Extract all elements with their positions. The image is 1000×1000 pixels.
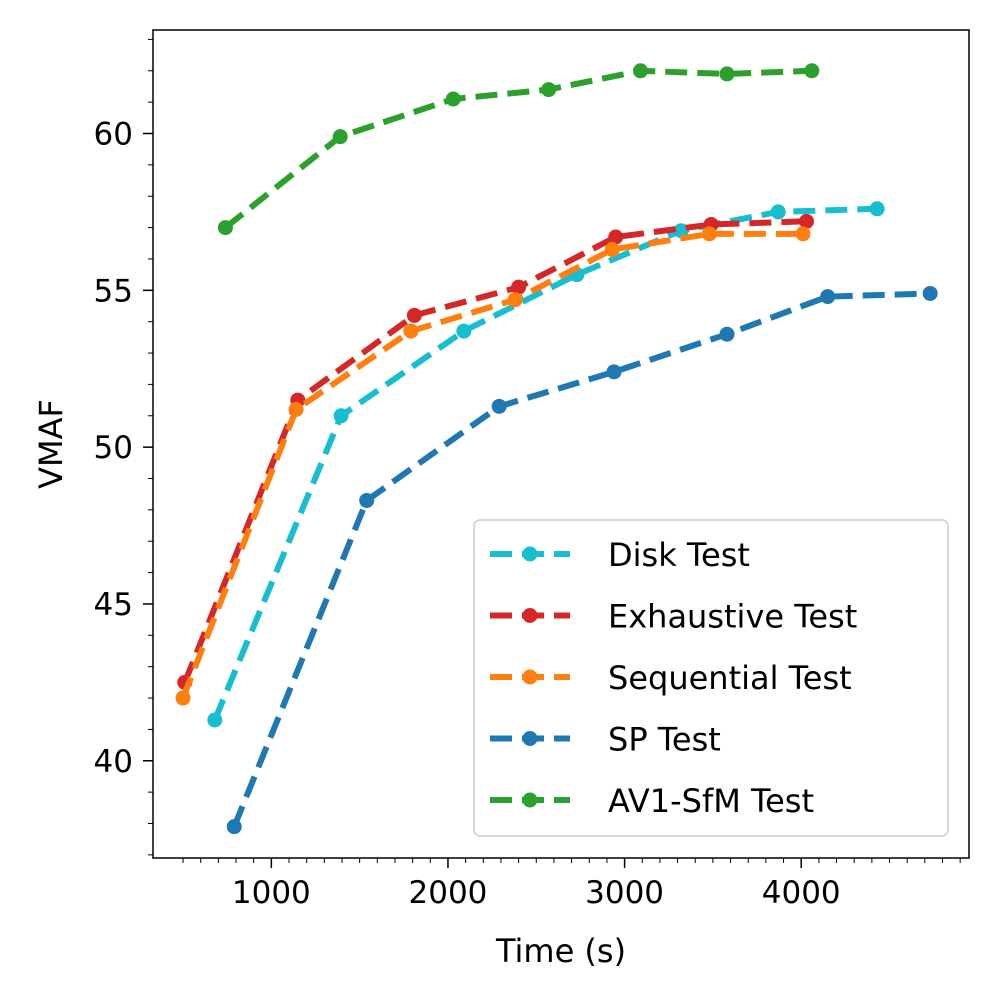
x-axis-label: Time (s) bbox=[495, 932, 626, 970]
data-point bbox=[820, 289, 836, 305]
legend-marker bbox=[522, 608, 538, 623]
data-point bbox=[359, 492, 375, 508]
data-point bbox=[869, 201, 885, 217]
data-point bbox=[604, 242, 620, 258]
data-point bbox=[701, 226, 717, 242]
x-tick-label: 3000 bbox=[585, 875, 664, 911]
data-point bbox=[226, 819, 242, 835]
data-point bbox=[333, 408, 349, 424]
data-point bbox=[175, 690, 191, 706]
legend-marker bbox=[522, 731, 538, 746]
legend-marker bbox=[522, 669, 538, 685]
series-sequential-test bbox=[175, 226, 811, 706]
legend-label: Sequential Test bbox=[608, 659, 852, 697]
legend-label: AV1-SfM Test bbox=[608, 782, 814, 820]
legend-entry: Exhaustive Test bbox=[490, 598, 857, 636]
data-point bbox=[804, 63, 820, 79]
data-point bbox=[608, 229, 624, 245]
data-point bbox=[541, 82, 557, 98]
legend-entry: AV1-SfM Test bbox=[490, 782, 814, 820]
data-point bbox=[922, 285, 938, 301]
series-disk-test bbox=[207, 201, 885, 728]
legend-label: Disk Test bbox=[608, 536, 750, 574]
y-tick-label: 55 bbox=[94, 273, 133, 309]
y-tick-label: 60 bbox=[94, 117, 133, 153]
series-layer bbox=[175, 63, 938, 835]
x-tick-label: 4000 bbox=[762, 875, 841, 911]
x-tick-label: 2000 bbox=[409, 875, 488, 911]
data-point bbox=[511, 279, 527, 295]
data-point bbox=[332, 129, 348, 145]
legend-entry: Disk Test bbox=[490, 536, 750, 574]
data-point bbox=[719, 326, 735, 342]
data-point bbox=[217, 220, 233, 236]
y-tick-label: 45 bbox=[94, 587, 133, 623]
x-tick-label: 1000 bbox=[232, 875, 311, 911]
data-point bbox=[491, 398, 507, 414]
data-point bbox=[207, 712, 223, 728]
series-av1-sfm-test bbox=[217, 63, 820, 236]
data-point bbox=[799, 213, 815, 229]
data-point bbox=[770, 204, 786, 220]
y-tick-label: 50 bbox=[94, 430, 133, 466]
legend-label: SP Test bbox=[608, 721, 721, 759]
legend: Disk Test Exhaustive Test Sequential Test S… bbox=[473, 519, 949, 837]
data-point bbox=[456, 323, 472, 339]
plot-frame bbox=[152, 29, 970, 859]
legend-entry: Sequential Test bbox=[490, 659, 852, 697]
series-sp-test bbox=[226, 285, 938, 835]
data-point bbox=[606, 364, 622, 380]
data-point bbox=[673, 223, 689, 239]
legend-label: Exhaustive Test bbox=[608, 598, 857, 636]
data-point bbox=[406, 307, 422, 323]
data-point bbox=[632, 63, 648, 79]
data-point bbox=[445, 91, 461, 107]
legend-marker bbox=[522, 792, 538, 808]
y-axis: 40 45 50 55 60 bbox=[94, 38, 153, 856]
legend-entry: SP Test bbox=[490, 721, 721, 759]
legend-marker bbox=[522, 546, 538, 562]
data-point bbox=[288, 402, 304, 417]
data-point bbox=[719, 66, 735, 82]
x-axis: 1000 2000 3000 4000 bbox=[182, 858, 961, 911]
data-point bbox=[403, 323, 419, 339]
legend-box bbox=[473, 519, 949, 837]
data-point bbox=[795, 226, 811, 242]
data-point bbox=[507, 292, 523, 308]
y-axis-label: VMAF bbox=[32, 399, 70, 489]
y-tick-label: 40 bbox=[94, 744, 133, 780]
